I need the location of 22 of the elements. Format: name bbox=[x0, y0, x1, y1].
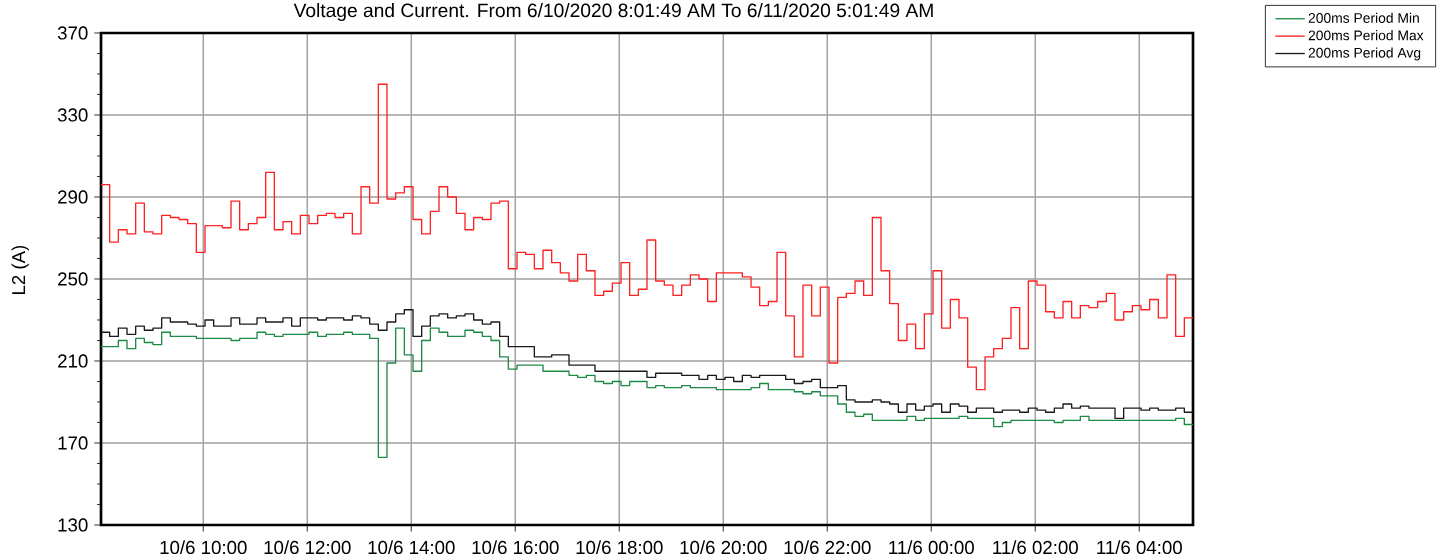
x-tick-label: 11/6 00:00 bbox=[889, 540, 974, 555]
y-tick-label: 210 bbox=[58, 354, 88, 368]
y-tick-label: 290 bbox=[58, 190, 88, 204]
x-tick-label: 10/6 12:00 bbox=[264, 540, 351, 555]
x-tick-label: 10/6 10:00 bbox=[160, 540, 247, 555]
y-tick-label: 170 bbox=[58, 436, 88, 450]
y-axis-title: L2 (A) bbox=[11, 245, 29, 295]
legend-label: 200ms Period Avg bbox=[1308, 47, 1421, 61]
y-tick-label: 370 bbox=[57, 26, 88, 40]
x-tick-label: 11/6 02:00 bbox=[993, 540, 1078, 555]
x-tick-label: 10/6 22:00 bbox=[784, 540, 871, 555]
x-tick-label: 10/6 18:00 bbox=[576, 540, 663, 555]
x-tick-label: 11/6 04:00 bbox=[1097, 540, 1182, 555]
x-tick-label: 10/6 20:00 bbox=[680, 540, 767, 555]
legend-label: 200ms Period Max bbox=[1308, 30, 1424, 41]
chart-title: Voltage and Current. From 6/10/2020 8:01:49 AM To 6/11/2020 5:01:49 AM bbox=[293, 3, 933, 21]
y-tick-label: 250 bbox=[58, 272, 88, 286]
y-tick-label: 130 bbox=[58, 518, 88, 532]
x-tick-label: 10/6 16:00 bbox=[472, 540, 559, 555]
legend-label: 200ms Period Min bbox=[1308, 12, 1419, 23]
y-tick-label: 330 bbox=[57, 108, 88, 122]
x-tick-label: 10/6 14:00 bbox=[368, 540, 455, 555]
